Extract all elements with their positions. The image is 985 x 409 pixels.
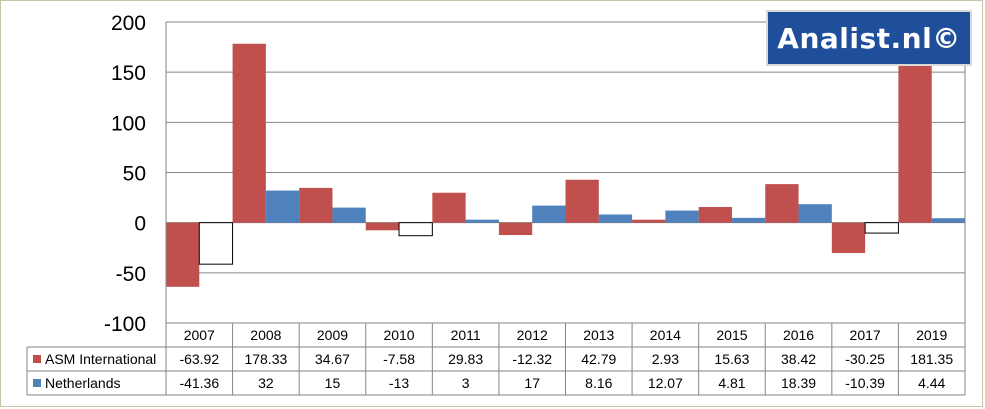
data-label: -10.39 (845, 375, 885, 391)
category-label: 2015 (716, 327, 747, 343)
legend-key (33, 379, 41, 387)
y-tick-label: -50 (116, 263, 146, 286)
data-label: -30.25 (845, 351, 885, 367)
bar-netherlands (532, 205, 566, 223)
data-label: -41.36 (179, 375, 219, 391)
data-label: 18.39 (781, 375, 816, 391)
data-label: 4.44 (918, 375, 945, 391)
bar-asm-international (498, 222, 533, 236)
category-label: 2016 (783, 327, 814, 343)
data-label: 12.07 (648, 375, 683, 391)
bar-netherlands (931, 218, 965, 223)
legend-label: Netherlands (45, 375, 121, 391)
bar-netherlands (198, 222, 234, 265)
bar-netherlands (665, 210, 699, 223)
y-tick-label: 50 (123, 163, 146, 186)
y-tick-label: 200 (111, 12, 146, 35)
category-label: 2009 (317, 327, 348, 343)
data-label: -7.58 (383, 351, 415, 367)
bar-netherlands (265, 190, 300, 223)
bar-asm-international (166, 222, 200, 287)
category-label: 2013 (583, 327, 614, 343)
bar-asm-international (898, 40, 932, 223)
bar-asm-international (765, 184, 799, 223)
category-label: 2019 (916, 327, 947, 343)
data-label: 15.63 (714, 351, 749, 367)
bar-asm-international (365, 222, 400, 231)
data-label: 34.67 (315, 351, 350, 367)
category-label: 2011 (451, 327, 481, 343)
data-label: -12.32 (512, 351, 552, 367)
data-label: 17 (524, 375, 540, 391)
analist-logo: Analist.nl© (766, 10, 972, 66)
bar-netherlands (798, 204, 832, 223)
bar-netherlands (864, 222, 899, 234)
data-label: 181.35 (910, 351, 953, 367)
category-label: 2010 (383, 327, 414, 343)
data-label: 8.16 (585, 375, 612, 391)
data-label: -63.92 (179, 351, 219, 367)
bar-asm-international (432, 192, 466, 223)
bar-netherlands (332, 207, 366, 223)
data-label: 2.93 (652, 351, 679, 367)
category-label: 2017 (850, 327, 881, 343)
data-label: 42.79 (581, 351, 616, 367)
bar-asm-international (232, 43, 266, 223)
logo-text: Analist.nl© (777, 21, 961, 55)
bar-netherlands (398, 222, 433, 237)
y-tick-label: -100 (104, 313, 146, 336)
data-label: -13 (389, 375, 409, 391)
bar-netherlands (731, 217, 766, 223)
bar-asm-international (831, 222, 866, 254)
bar-netherlands (598, 214, 633, 223)
data-label: 29.83 (448, 351, 483, 367)
data-label: 3 (462, 375, 470, 391)
data-label: 38.42 (781, 351, 816, 367)
data-label: 32 (258, 375, 274, 391)
legend-label: ASM International (45, 351, 156, 367)
category-label: 2014 (650, 327, 681, 343)
bar-asm-international (632, 219, 666, 223)
category-label: 2007 (184, 327, 215, 343)
data-label: 15 (325, 375, 341, 391)
y-tick-label: 0 (134, 213, 146, 236)
bar-asm-international (299, 187, 333, 223)
data-label: 178.33 (244, 351, 287, 367)
y-tick-label: 100 (111, 112, 146, 135)
legend-key (33, 355, 41, 363)
bar-netherlands (465, 219, 499, 223)
data-label: 4.81 (718, 375, 745, 391)
category-label: 2008 (250, 327, 281, 343)
y-tick-label: 150 (111, 62, 146, 85)
category-label: 2012 (517, 327, 548, 343)
bar-asm-international (565, 179, 599, 223)
bar-asm-international (698, 206, 732, 223)
